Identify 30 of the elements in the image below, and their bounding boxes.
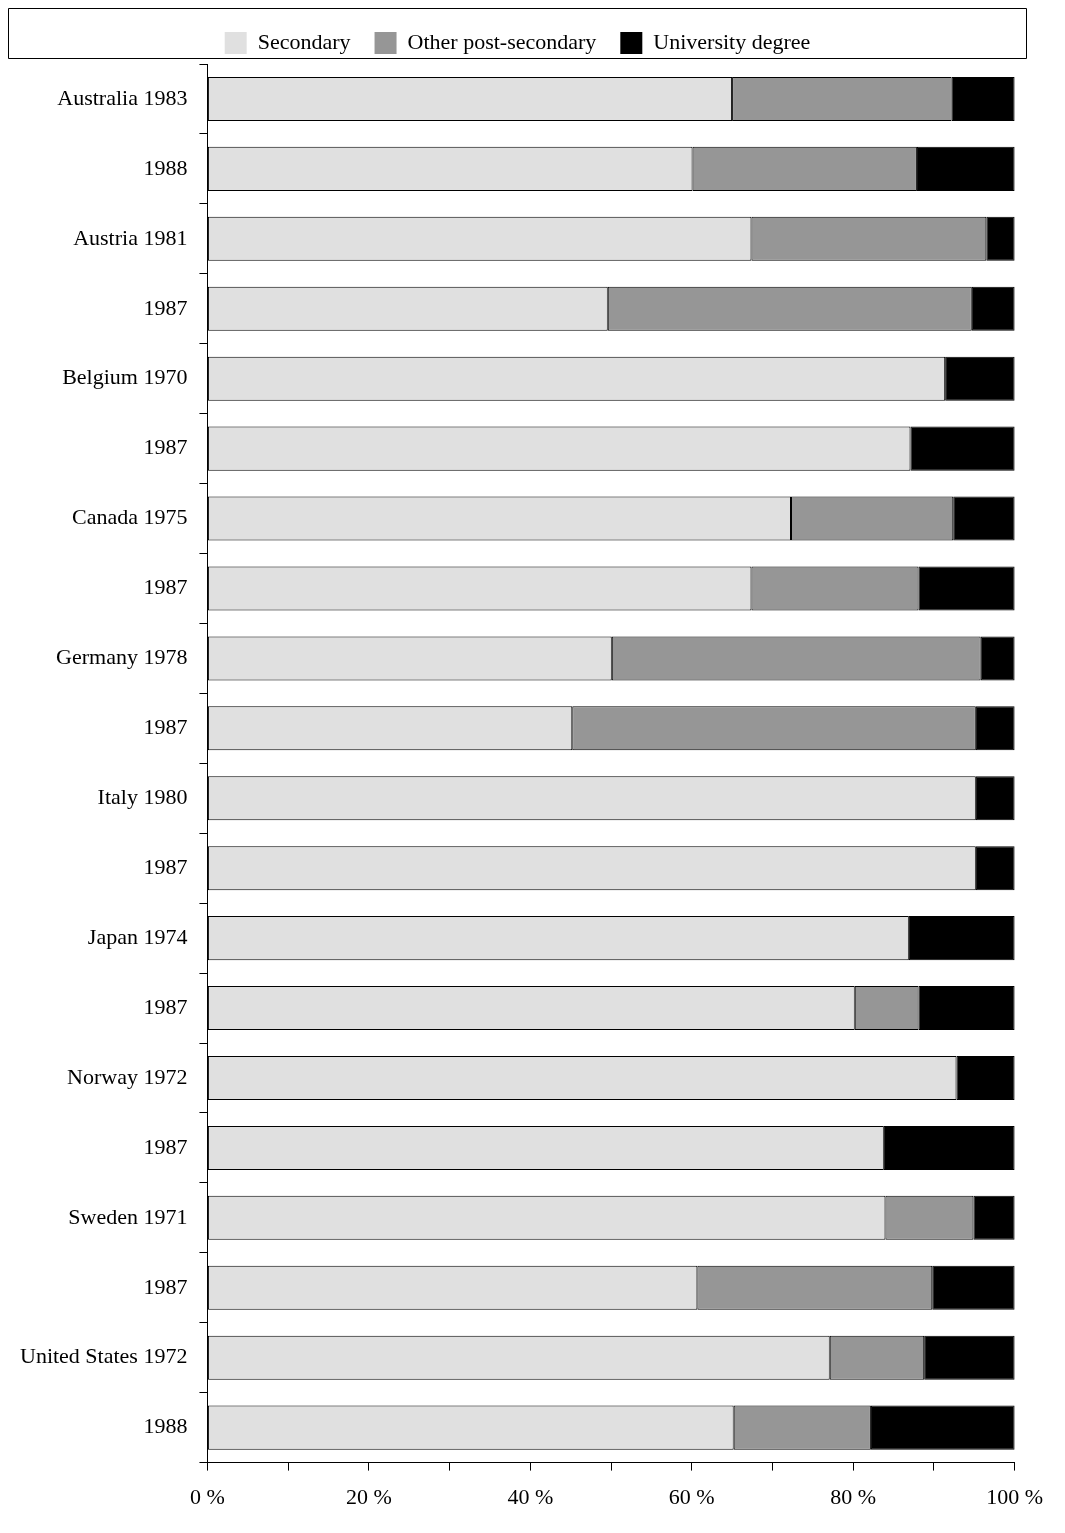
y-tick-label: Belgium 1970: [62, 364, 188, 390]
y-tick-label: 1987: [143, 574, 188, 600]
y-tick-label: Italy 1980: [97, 784, 188, 810]
y-tick-label: 1987: [143, 434, 188, 460]
y-tick-label: 1987: [143, 294, 188, 320]
y-tick-label: Japan 1974: [87, 923, 188, 949]
y-tick-label: United States 1972: [19, 1343, 188, 1369]
x-tick-label: 0 %: [190, 1483, 225, 1509]
y-tick-label: 1987: [143, 1133, 188, 1159]
y-tick-label: 1987: [143, 993, 188, 1019]
legend-label: Secondary: [257, 28, 351, 54]
y-tick-label: Canada 1975: [71, 504, 188, 530]
x-tick-label: 20 %: [345, 1483, 392, 1509]
x-tick-label: 100 %: [986, 1483, 1043, 1509]
x-tick-label: 60 %: [668, 1483, 715, 1509]
y-tick-label: Austria 1981: [73, 224, 188, 250]
legend-label: Other post-secondary: [407, 28, 597, 54]
y-tick-label: 1987: [143, 853, 188, 879]
y-tick-label: 1987: [143, 714, 188, 740]
y-tick-label: Sweden 1971: [68, 1203, 188, 1229]
bar: [918, 566, 1015, 611]
x-tick-label: 80 %: [830, 1483, 877, 1509]
x-tick-label: 40 %: [507, 1483, 554, 1509]
y-tick-label: Norway 1972: [67, 1063, 188, 1089]
y-tick-label: Germany 1978: [56, 644, 188, 670]
y-tick-label: Australia 1983: [57, 84, 188, 110]
y-tick-label: 1987: [143, 1273, 188, 1299]
y-tick-label: 1988: [143, 1413, 188, 1439]
legend-label: University degree: [653, 28, 811, 54]
y-tick-label: 1988: [143, 154, 188, 180]
